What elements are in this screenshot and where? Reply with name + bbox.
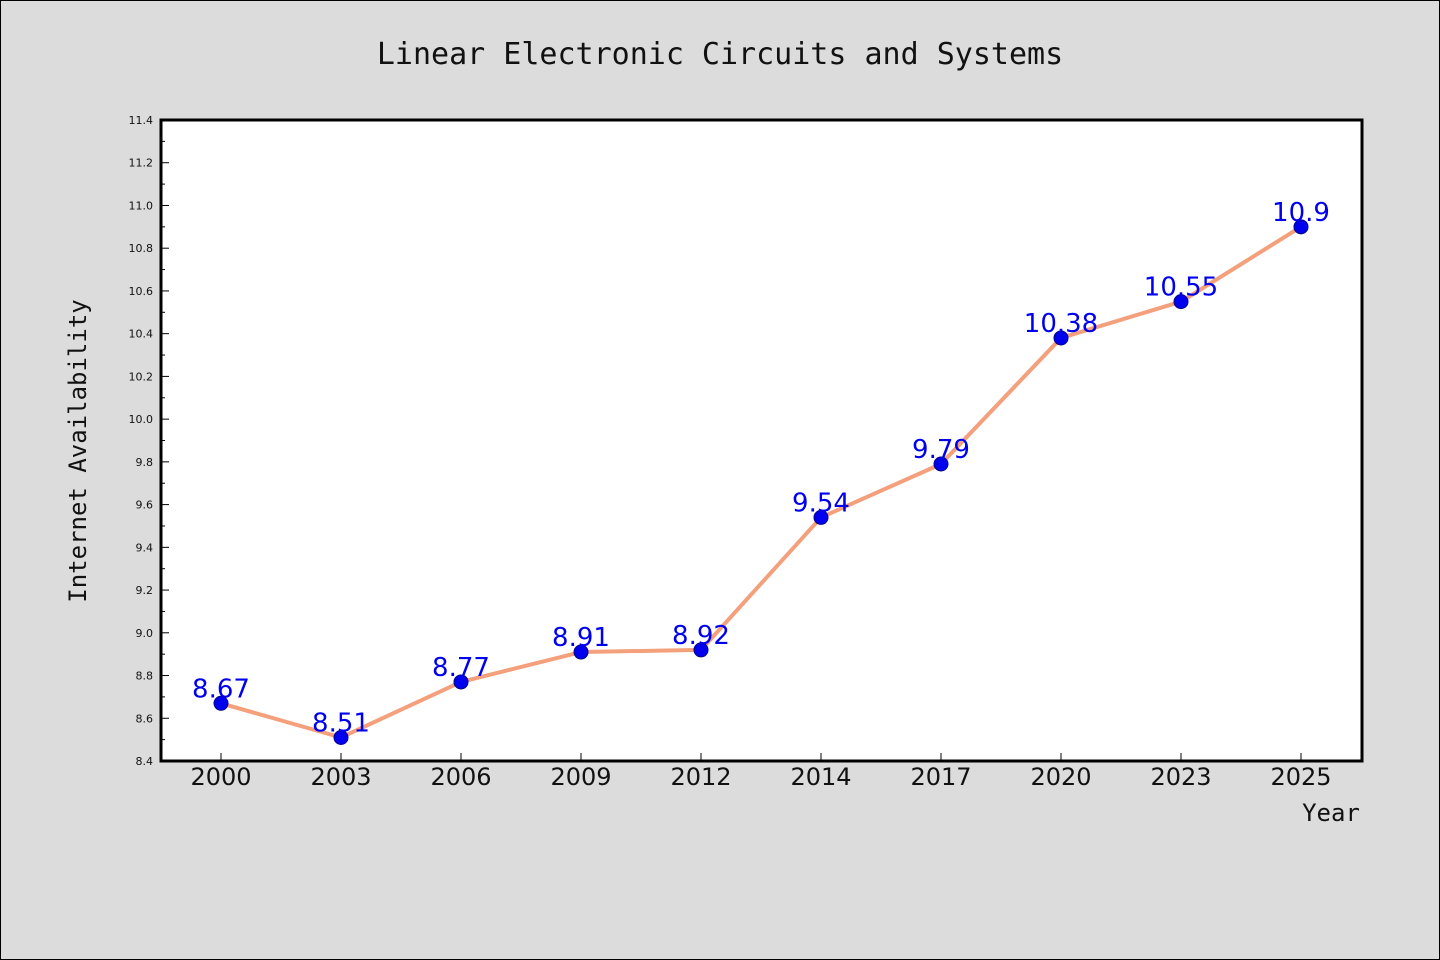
y-tick-label: 8.4 <box>136 755 154 768</box>
data-point <box>573 644 589 660</box>
y-tick-label: 11.4 <box>129 114 154 127</box>
y-tick-label: 9.0 <box>136 627 154 640</box>
data-label: 8.67 <box>192 674 250 704</box>
x-tick-label: 2012 <box>670 763 731 791</box>
x-tick-label: 2006 <box>430 763 491 791</box>
data-point <box>933 456 949 472</box>
x-tick-label: 2025 <box>1270 763 1331 791</box>
data-label: 8.92 <box>672 621 730 651</box>
data-label: 10.55 <box>1144 273 1218 303</box>
y-axis-label: Internet Availability <box>64 299 92 602</box>
x-tick-label: 2017 <box>910 763 971 791</box>
y-tick-label: 10.6 <box>129 285 154 298</box>
y-tick-label: 10.0 <box>129 413 154 426</box>
y-tick-label: 9.8 <box>136 456 154 469</box>
data-label: 10.38 <box>1024 309 1098 339</box>
y-tick-label: 10.2 <box>129 370 154 383</box>
x-tick-label: 2020 <box>1030 763 1091 791</box>
chart-title: Linear Electronic Circuits and Systems <box>377 37 1063 72</box>
data-label: 10.9 <box>1272 198 1330 228</box>
x-tick-label: 2023 <box>1150 763 1211 791</box>
data-label: 8.51 <box>312 708 370 738</box>
series-line <box>220 225 1303 740</box>
data-label: 9.79 <box>912 435 970 465</box>
data-label: 8.91 <box>552 623 610 653</box>
y-tick-label: 9.2 <box>136 584 154 597</box>
y-tick-label: 10.8 <box>129 242 154 255</box>
y-tick-label: 8.6 <box>136 712 154 725</box>
data-point <box>333 729 349 745</box>
data-point <box>813 509 829 525</box>
data-point <box>453 674 469 690</box>
y-tick-label: 11.2 <box>129 157 154 170</box>
x-tick-label: 2014 <box>790 763 851 791</box>
data-point <box>693 642 709 658</box>
plot-area <box>159 118 1364 763</box>
y-tick-label: 9.6 <box>136 499 154 512</box>
series-markers <box>213 219 1309 745</box>
data-label: 9.54 <box>792 488 850 518</box>
x-axis-label: Year <box>1302 799 1360 827</box>
y-tick-label: 10.4 <box>129 328 154 341</box>
x-tick-label: 2003 <box>310 763 371 791</box>
y-tick-label: 11.0 <box>129 199 154 212</box>
data-labels: 8.67 8.51 8.77 8.91 8.92 9.54 9.79 10.38 10.55 10… <box>192 198 1330 739</box>
x-tick-label: 2000 <box>190 763 251 791</box>
y-tick-label: 8.8 <box>136 670 154 683</box>
data-point <box>1053 330 1069 346</box>
x-tick-label: 2009 <box>550 763 611 791</box>
data-point <box>1173 294 1189 310</box>
y-axis: 8.4 8.6 8.8 9.0 9.2 9.4 9.6 9.8 10.0 10.2 10.4 10.6… <box>129 114 169 768</box>
data-point <box>1293 219 1309 235</box>
x-axis: 2000 2003 2006 2009 2012 2014 2017 2020 2023 2025 <box>190 753 1332 791</box>
data-label: 8.77 <box>432 653 490 683</box>
data-point <box>213 695 229 711</box>
y-tick-label: 9.4 <box>136 541 154 554</box>
